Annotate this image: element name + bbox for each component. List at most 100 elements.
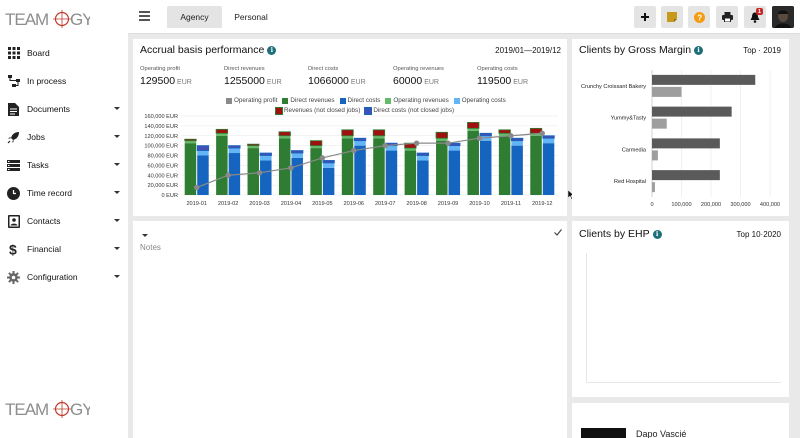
sidebar-item-board[interactable]: Board bbox=[0, 39, 128, 67]
legend-direct-revenues[interactable]: Direct revenues bbox=[282, 97, 335, 104]
x-tick-label: 2019-08 bbox=[406, 201, 427, 207]
bar-direct-revenues bbox=[216, 135, 228, 195]
bar-direct-costs bbox=[197, 155, 209, 195]
user-avatar[interactable] bbox=[772, 6, 794, 28]
info-icon[interactable]: i bbox=[267, 45, 277, 55]
bar-operating-revenues bbox=[247, 145, 260, 149]
legend-revenues-not-closed[interactable]: Revenues (not closed jobs) bbox=[275, 106, 361, 115]
y-tick-label: 160,000 EUR bbox=[144, 114, 178, 120]
bar-direct-costs bbox=[291, 157, 303, 195]
check-icon[interactable] bbox=[554, 229, 562, 236]
bar-direct-costs bbox=[354, 145, 366, 195]
bar-direct-revenues bbox=[310, 148, 322, 195]
notes-placeholder[interactable]: Notes bbox=[140, 243, 161, 252]
sidebar-item-in-process[interactable]: In process bbox=[0, 67, 128, 95]
x-tick-label: 2019-12 bbox=[532, 201, 553, 207]
operating-profit-point bbox=[256, 170, 263, 176]
bar-gross-margin bbox=[652, 106, 732, 117]
notification-count-badge: 1 bbox=[756, 8, 763, 15]
bar-operating-revenues bbox=[341, 135, 354, 139]
help-button[interactable]: ? bbox=[688, 6, 710, 28]
sidebar-item-label: Board bbox=[27, 48, 50, 58]
period-label[interactable]: 2019/01—2019/12 bbox=[495, 46, 561, 55]
legend-direct-costs[interactable]: Direct costs bbox=[339, 97, 380, 104]
x-tick-label: 0 bbox=[650, 202, 653, 208]
panel-title: Clients by EHP bbox=[579, 228, 650, 240]
bar-direct-revenues bbox=[467, 130, 479, 195]
stat-value: 119500 bbox=[477, 75, 512, 87]
add-button[interactable] bbox=[634, 6, 656, 28]
bar-direct-costs bbox=[417, 160, 429, 195]
legend-operating-revenues[interactable]: Operating revenues bbox=[385, 97, 449, 104]
print-button[interactable] bbox=[716, 6, 738, 28]
stat-value: 129500 bbox=[140, 75, 176, 87]
chevron-down-icon[interactable] bbox=[142, 234, 148, 237]
operating-profit-point bbox=[194, 184, 200, 191]
menu-icon[interactable] bbox=[139, 11, 150, 21]
bar-costs-not-closed bbox=[416, 152, 430, 156]
panel-title: Accrual basis performance bbox=[140, 44, 265, 56]
printer-icon bbox=[721, 12, 733, 22]
x-tick-label: 2019-09 bbox=[438, 201, 459, 207]
sidebar-item-jobs[interactable]: Jobs bbox=[0, 123, 128, 151]
y-tick-label: 60,000 EUR bbox=[148, 163, 178, 169]
x-tick-label: 200,000 bbox=[701, 202, 721, 208]
legend-operating-costs[interactable]: Operating costs bbox=[453, 97, 506, 104]
sidebar-item-label: Financial bbox=[27, 244, 62, 254]
y-tick-label: Carmedia bbox=[622, 147, 647, 153]
svg-text:TEAM: TEAM bbox=[5, 10, 48, 29]
bar-revenues-not-closed bbox=[247, 143, 260, 147]
sidebar-item-configuration[interactable]: Configuration bbox=[0, 263, 128, 291]
y-tick-label: 140,000 EUR bbox=[144, 124, 178, 130]
notes-button[interactable] bbox=[661, 6, 683, 28]
svg-text:$: $ bbox=[9, 242, 17, 256]
tab-personal[interactable]: Personal bbox=[234, 12, 268, 22]
gross-margin-filter[interactable]: Top · 2019 bbox=[743, 46, 781, 55]
legend-label: Revenues (not closed jobs) bbox=[284, 107, 361, 114]
bar-revenues-not-closed bbox=[309, 140, 323, 147]
operating-profit-point bbox=[445, 140, 451, 146]
stat-operating-revenues: Operating revenues 60000 EUR bbox=[393, 66, 444, 87]
info-icon[interactable]: i bbox=[652, 229, 662, 239]
stat-label: Operating costs bbox=[477, 66, 518, 72]
sidebar-item-time-record[interactable]: Time record bbox=[0, 179, 128, 207]
bar-operating-revenues bbox=[373, 135, 385, 139]
bar-revenues-not-closed bbox=[372, 129, 386, 137]
legend-label: Operating profit bbox=[234, 97, 278, 104]
bar-direct-revenues bbox=[247, 148, 260, 195]
sidebar-item-financial[interactable]: $ Financial bbox=[0, 235, 128, 263]
operating-profit-point bbox=[382, 142, 388, 149]
notifications-button[interactable]: 1 bbox=[744, 6, 766, 28]
bar-gross-margin-secondary bbox=[652, 86, 682, 97]
footer-logo: TEAM GY bbox=[5, 400, 90, 419]
sidebar-item-tasks[interactable]: Tasks bbox=[0, 151, 128, 179]
ehp-chart-area bbox=[586, 253, 781, 383]
legend-costs-not-closed[interactable]: Direct costs (not closed jobs) bbox=[364, 106, 455, 115]
operating-profit-point bbox=[288, 165, 294, 171]
legend-operating-profit[interactable]: Operating profit bbox=[226, 97, 277, 104]
sidebar-item-contacts[interactable]: Contacts bbox=[0, 207, 128, 235]
clock-icon bbox=[7, 186, 20, 200]
stat-label: Direct revenues bbox=[224, 66, 265, 72]
bar-direct-revenues bbox=[373, 138, 385, 195]
ehp-filter[interactable]: Top 10·2020 bbox=[736, 230, 781, 239]
workflow-icon bbox=[7, 75, 20, 88]
legend-label: Direct costs (not closed jobs) bbox=[373, 107, 455, 114]
bar-direct-costs bbox=[385, 150, 398, 195]
y-tick-label: 0 EUR bbox=[162, 193, 178, 199]
operating-profit-point bbox=[319, 155, 326, 161]
bar-revenues-not-closed bbox=[184, 138, 197, 142]
tab-agency[interactable]: Agency bbox=[167, 6, 222, 28]
bar-revenues-not-closed bbox=[467, 122, 480, 129]
app-logo[interactable]: TEAM GY bbox=[4, 4, 90, 34]
chart-legend: Operating profit Direct revenues Direct … bbox=[226, 97, 511, 104]
rocket-icon bbox=[7, 131, 20, 144]
info-icon[interactable]: i bbox=[694, 45, 704, 55]
bar-direct-revenues bbox=[341, 138, 354, 195]
help-icon: ? bbox=[693, 11, 705, 23]
x-tick-label: 2019-06 bbox=[344, 201, 365, 207]
bar-costs-not-closed bbox=[542, 135, 555, 139]
bar-operating-revenues bbox=[404, 148, 417, 151]
accrual-chart: 0 EUR 20,000 EUR 40,000 EUR 60,000 EUR 80,00… bbox=[144, 114, 558, 207]
sidebar-item-documents[interactable]: Documents bbox=[0, 95, 128, 123]
